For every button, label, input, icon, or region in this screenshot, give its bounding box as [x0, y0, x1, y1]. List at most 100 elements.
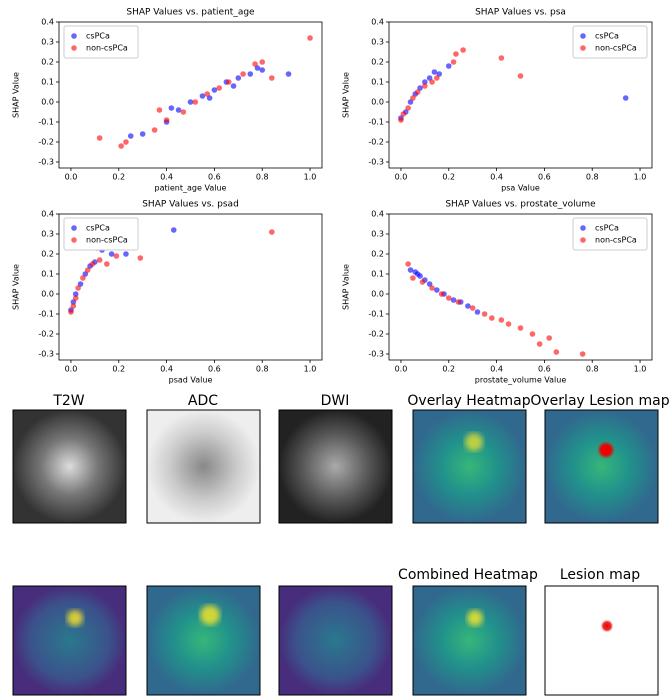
heatmap — [146, 585, 261, 696]
point — [460, 47, 466, 53]
hotspot — [200, 605, 220, 625]
point — [398, 117, 404, 123]
y-tick-label: 0.4 — [41, 18, 54, 27]
point — [123, 139, 129, 145]
x-tick-label: 0.0 — [65, 173, 78, 182]
point — [469, 305, 476, 311]
legend-marker — [71, 225, 77, 231]
point — [68, 309, 74, 315]
point — [450, 297, 457, 303]
image-row-2: Combined Heatmap Lesion map — [12, 567, 659, 696]
y-tick-label: -0.3 — [368, 350, 384, 359]
point — [204, 91, 211, 97]
point — [419, 279, 426, 285]
point — [517, 325, 524, 331]
panel-title: DWI — [321, 393, 350, 409]
x-tick-label: 0.8 — [256, 365, 269, 374]
point — [113, 253, 120, 259]
x-tick-label: 1.0 — [304, 365, 317, 374]
legend-label: non-csPCa — [595, 44, 637, 53]
point — [481, 311, 488, 317]
chart-title: SHAP Values vs. psad — [142, 200, 239, 210]
panel-title: Overlay Lesion map — [530, 393, 669, 409]
point — [622, 95, 629, 101]
point — [410, 275, 416, 281]
y-tick-label: 0.3 — [371, 38, 384, 47]
point — [405, 261, 411, 267]
point — [505, 321, 512, 327]
point — [170, 227, 177, 233]
plot-area — [58, 213, 323, 361]
panel-title: Combined Heatmap — [398, 567, 538, 583]
point — [414, 89, 421, 95]
point — [240, 71, 246, 77]
legend-box — [572, 217, 648, 251]
y-tick-label: -0.1 — [38, 118, 54, 127]
x-tick-label: 0.8 — [256, 173, 269, 182]
y-tick-label: 0.2 — [371, 250, 384, 259]
point — [137, 255, 144, 261]
point — [180, 109, 187, 115]
point — [104, 261, 110, 267]
y-tick-label: 0.1 — [41, 270, 54, 279]
panel-title: Overlay Heatmap — [407, 393, 530, 409]
y-tick-label: 0.3 — [371, 230, 384, 239]
x-tick-label: 1.0 — [634, 365, 647, 374]
y-tick-label: 0.3 — [41, 38, 54, 47]
point — [235, 75, 242, 81]
panel-title: Lesion map — [560, 567, 640, 583]
point — [553, 349, 560, 355]
x-tick-label: 0.2 — [442, 173, 455, 182]
plot-area — [388, 21, 653, 169]
y-tick-label: -0.1 — [368, 310, 384, 319]
x-tick-label: 0.0 — [395, 173, 408, 182]
point — [175, 107, 182, 113]
point — [151, 127, 158, 133]
point — [489, 315, 495, 321]
point — [453, 51, 459, 57]
chart-title: SHAP Values vs. prostate_volume — [445, 200, 596, 210]
y-tick-label: 0.4 — [371, 18, 384, 27]
y-tick-label: -0.2 — [368, 138, 384, 147]
x-tick-label: 0.2 — [112, 173, 125, 182]
x-tick-label: 0.4 — [490, 365, 503, 374]
x-tick-label: 0.8 — [586, 173, 599, 182]
x-axis-label: prostate_volume Value — [475, 376, 567, 385]
y-tick-label: 0.0 — [41, 98, 54, 107]
point — [268, 229, 275, 235]
legend-label: non-csPCa — [86, 44, 128, 53]
y-tick-label: -0.1 — [368, 118, 384, 127]
plot-area — [388, 213, 653, 361]
point — [422, 83, 428, 89]
point — [211, 87, 218, 93]
point — [410, 95, 416, 101]
legend-marker — [580, 225, 586, 231]
point — [268, 75, 275, 81]
point — [252, 61, 258, 67]
legend-label: non-csPCa — [86, 236, 128, 245]
overlay-heatmap — [412, 409, 527, 524]
point — [422, 79, 428, 85]
point — [96, 135, 103, 141]
t2w-image — [12, 409, 127, 524]
y-tick-label: -0.3 — [38, 350, 54, 359]
point — [225, 79, 232, 85]
point — [80, 275, 86, 281]
point — [127, 133, 134, 139]
y-tick-label: -0.3 — [368, 158, 384, 167]
x-tick-label: 0.2 — [442, 365, 455, 374]
legend-box — [63, 25, 139, 59]
point — [498, 55, 505, 61]
legend-label: csPCa — [595, 32, 619, 41]
lesion — [600, 619, 614, 633]
point — [123, 251, 129, 257]
point — [400, 111, 407, 117]
y-tick-label: 0.3 — [41, 230, 54, 239]
point — [156, 107, 163, 113]
point — [498, 317, 505, 323]
point — [187, 99, 194, 105]
chart-title: SHAP Values vs. psa — [475, 8, 566, 18]
point — [259, 59, 266, 65]
point — [108, 251, 115, 257]
legend-marker — [71, 237, 77, 243]
